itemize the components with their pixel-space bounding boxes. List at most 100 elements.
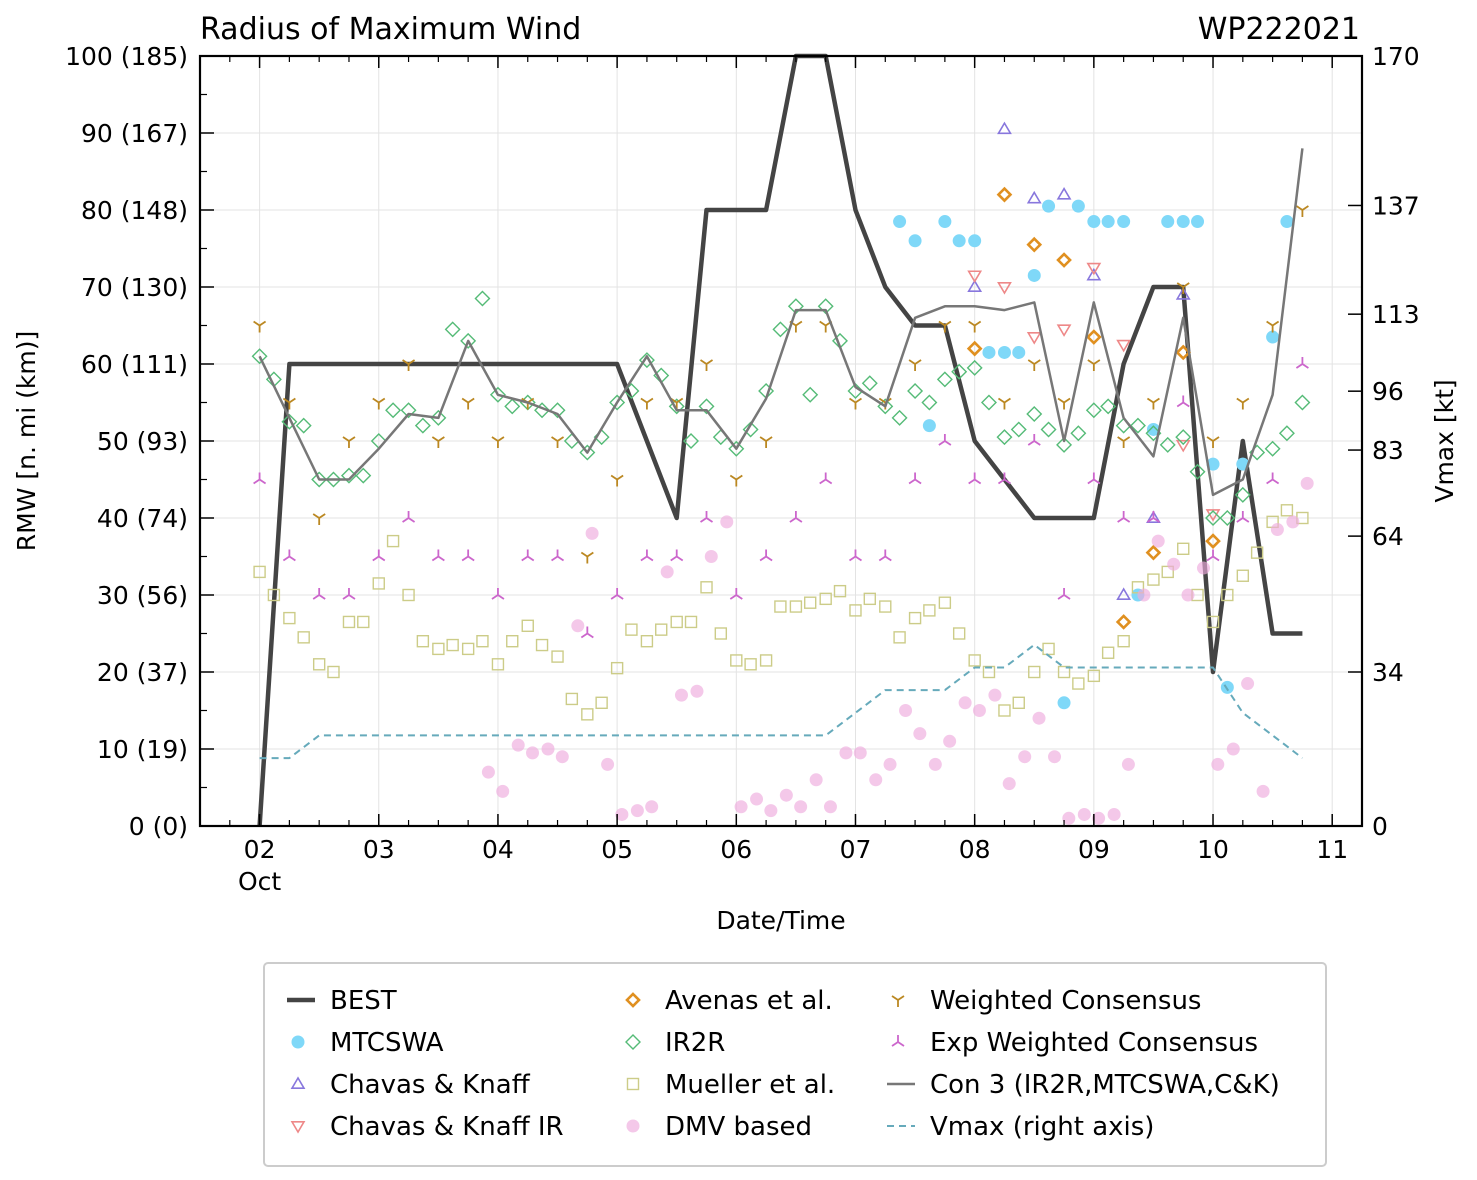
dmv-based-point [1062, 811, 1076, 825]
chavas-knaff-point [1175, 287, 1191, 300]
ir2r-point [579, 444, 596, 461]
mtcswa-point [982, 345, 996, 359]
mtcswa-point [922, 419, 936, 433]
dmv-based-point [750, 792, 764, 806]
dmv-based-point [809, 773, 823, 787]
legend-swatch-avenas-et-al [625, 992, 641, 1008]
ir2r-point [891, 409, 908, 426]
exp-weighted-consensus-point [431, 549, 445, 562]
mtcswa-point [968, 234, 982, 248]
legend-swatch-mueller-et-al [626, 1077, 640, 1091]
ir2r-point [281, 413, 298, 430]
ir2r-point [1234, 486, 1251, 503]
y-tick-label: 50 (93) [97, 427, 188, 456]
mueller-et-al-point [1012, 696, 1025, 709]
mueller-et-al-point [372, 577, 385, 590]
exp-weighted-consensus-point [1087, 472, 1101, 485]
mueller-et-al-point [402, 588, 415, 602]
weighted-consensus-point [997, 397, 1011, 410]
dmv-based-point [869, 773, 883, 787]
exp-weighted-consensus-point [372, 549, 386, 562]
exp-weighted-consensus-point [402, 511, 416, 523]
exp-weighted-consensus-point [580, 626, 594, 639]
ir2r-point [907, 382, 924, 399]
mueller-et-al-point [714, 627, 728, 640]
mueller-et-al-point [267, 588, 281, 602]
exp-weighted-consensus-point [491, 588, 505, 600]
avenas-et-al-point [1115, 614, 1132, 630]
exp-weighted-consensus-point [1146, 511, 1160, 523]
mueller-et-al-point [863, 592, 876, 606]
avenas-et-al-point [1086, 329, 1102, 345]
y2-tick-label: 34 [1372, 658, 1404, 687]
dmv-based-point [704, 550, 718, 563]
mueller-et-al-point [491, 658, 505, 671]
weighted-consensus-point [1117, 436, 1131, 448]
weighted-consensus-point [1266, 320, 1280, 333]
dmv-based-point [555, 750, 569, 764]
weighted-consensus-point [551, 436, 565, 448]
dmv-based-point [690, 684, 704, 698]
dmv-based-point [1167, 557, 1181, 571]
ir2r-point [311, 471, 328, 488]
dmv-based-point [1092, 811, 1106, 825]
chavas-knaff-point [967, 279, 983, 293]
legend-swatch-mtcswa [291, 1035, 305, 1049]
exp-weighted-consensus-point [1027, 434, 1041, 446]
y2-tick-label: 137 [1372, 191, 1420, 220]
mueller-et-al-point [968, 654, 981, 667]
dmv-based-point [853, 746, 867, 760]
legend-swatch-chavas-knaff-ir [290, 1121, 306, 1134]
mtcswa-point [1027, 268, 1041, 282]
dmv-based-point [1018, 750, 1032, 764]
mueller-et-al-point [342, 615, 356, 629]
exp-weighted-consensus-point [700, 511, 714, 523]
x-tick-label: 11 [1316, 835, 1348, 864]
chavas-knaff-ir-point [1116, 339, 1132, 353]
mueller-et-al-point [595, 696, 608, 709]
mueller-et-al-point [565, 692, 579, 706]
ir2r-point [1278, 425, 1295, 442]
ir2r-point [996, 429, 1013, 446]
ir2r-point [400, 402, 417, 419]
weighted-consensus-point [491, 436, 505, 448]
legend-label-vmax-right-axis: Vmax (right axis) [930, 1112, 1154, 1142]
exp-weighted-consensus-point [551, 549, 565, 562]
mtcswa-point [1012, 345, 1026, 359]
ir2r-point [414, 417, 431, 434]
exp-weighted-consensus-point [789, 511, 803, 523]
exp-weighted-consensus-point [819, 472, 833, 485]
mueller-et-al-point [1087, 669, 1101, 683]
exp-weighted-consensus-point [640, 549, 654, 562]
weighted-consensus-point [312, 513, 326, 525]
legend-label-avenas-et-al: Avenas et al. [665, 986, 833, 1016]
x-tick-label: 09 [1078, 835, 1110, 864]
dmv-based-point [585, 526, 599, 540]
chavas-knaff-ir-point [1056, 324, 1072, 337]
ir2r-point [609, 394, 626, 411]
chavas-knaff-ir-point [1026, 332, 1042, 345]
ir2r-point [1294, 394, 1311, 411]
ir2r-point [772, 321, 789, 338]
mueller-et-al-point [684, 615, 698, 629]
mueller-et-al-point [1177, 542, 1190, 555]
ir2r-point [728, 440, 745, 457]
y-tick-label: 0 (0) [129, 812, 188, 841]
chavas-knaff-ir-point [997, 281, 1012, 295]
chavas-knaff-ir-point [1086, 262, 1102, 276]
exp-weighted-consensus-point [342, 588, 356, 600]
dmv-based-point [988, 688, 1002, 702]
mueller-et-al-point [581, 708, 594, 721]
con-3-ir2r-mtcswa-c-k-series [258, 148, 1304, 497]
exp-weighted-consensus-point [461, 549, 475, 562]
mueller-et-al-point [1221, 588, 1234, 602]
weighted-consensus-point [1146, 397, 1160, 410]
axes: 02 03 04 05 06 07 08 09 10 11 Oct 0 (0) 10 (19) 20 (3… [65, 42, 1420, 896]
dmv-based-point [972, 704, 986, 717]
weighted-consensus-point [908, 359, 922, 371]
mueller-et-al-point [432, 642, 445, 656]
exp-weighted-consensus-point [1236, 511, 1250, 523]
dmv-based-point [883, 757, 897, 771]
mueller-et-al-point [923, 604, 936, 617]
legend-label-chavas-knaff-ir: Chavas & Knaff IR [330, 1112, 564, 1142]
